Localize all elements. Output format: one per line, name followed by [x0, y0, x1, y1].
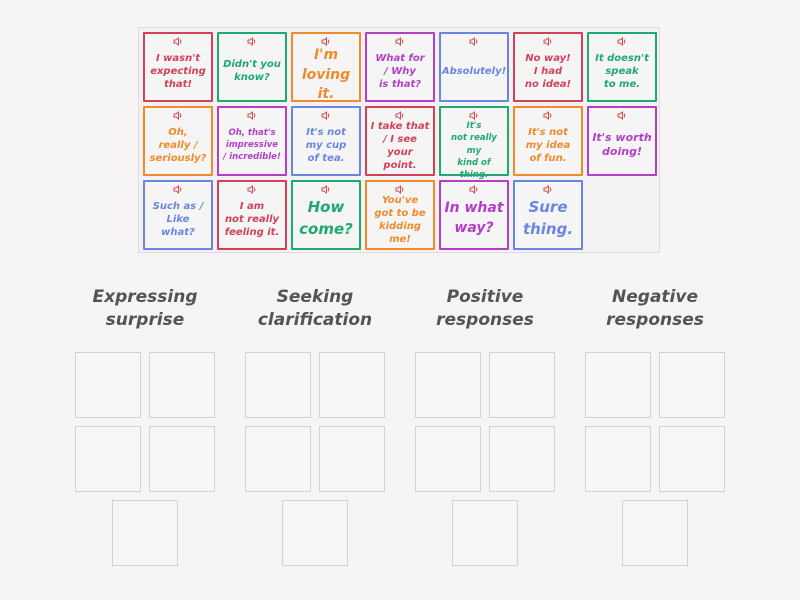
sort-card-13[interactable]: It's not my idea of fun. — [513, 106, 583, 176]
card-text: Didn't you know? — [223, 59, 281, 83]
speaker-icon[interactable] — [173, 111, 183, 120]
sort-card-2[interactable]: Didn't you know? — [217, 32, 287, 102]
speaker-icon[interactable] — [247, 111, 257, 120]
card-text: It's not my idea of fun. — [525, 126, 571, 164]
sort-card-5[interactable]: Absolutely! — [439, 32, 509, 102]
card-text: I wasn't expecting that! — [150, 52, 206, 90]
category-heading: Seeking clarification — [257, 287, 373, 330]
sort-card-3[interactable]: I'm loving it. — [291, 32, 361, 102]
category-heading: Positive responses — [436, 287, 534, 330]
speaker-icon[interactable] — [395, 111, 405, 120]
category-1: Expressing surprise — [60, 286, 230, 332]
drop-slot-1-3[interactable] — [75, 426, 141, 492]
speaker-icon[interactable] — [469, 111, 479, 120]
category-3: Positive responses — [400, 286, 570, 332]
drop-slot-3-5[interactable] — [452, 500, 518, 566]
card-text: How come? — [299, 198, 353, 238]
sort-card-17[interactable]: How come? — [291, 180, 361, 250]
drop-slot-3-3[interactable] — [415, 426, 481, 492]
speaker-icon[interactable] — [321, 37, 331, 46]
drop-slot-1-4[interactable] — [149, 426, 215, 492]
speaker-icon[interactable] — [247, 37, 257, 46]
card-text: It doesn't speak to me. — [595, 52, 649, 90]
drop-slot-2-2[interactable] — [319, 352, 385, 418]
category-2: Seeking clarification — [230, 286, 400, 332]
speaker-icon[interactable] — [173, 37, 183, 46]
sort-card-11[interactable]: I take that / I see your point. — [365, 106, 435, 176]
drop-slot-4-1[interactable] — [585, 352, 651, 418]
speaker-icon[interactable] — [543, 185, 553, 194]
sort-card-15[interactable]: Such as / Like what? — [143, 180, 213, 250]
drop-slot-1-1[interactable] — [75, 352, 141, 418]
sort-card-18[interactable]: You've got to be kidding me! — [365, 180, 435, 250]
speaker-icon[interactable] — [469, 37, 479, 46]
speaker-icon[interactable] — [247, 185, 257, 194]
speaker-icon[interactable] — [321, 111, 331, 120]
speaker-icon[interactable] — [617, 111, 627, 120]
speaker-icon[interactable] — [543, 37, 553, 46]
card-text: No way! I had no idea! — [524, 52, 572, 90]
category-heading: Negative responses — [606, 287, 704, 330]
speaker-icon[interactable] — [321, 185, 331, 194]
drop-slot-4-4[interactable] — [659, 426, 725, 492]
card-text: Such as / Like what? — [152, 200, 204, 238]
card-text: Sure thing. — [522, 198, 574, 238]
sort-card-6[interactable]: No way! I had no idea! — [513, 32, 583, 102]
speaker-icon[interactable] — [395, 185, 405, 194]
sort-card-19[interactable]: In what way? — [439, 180, 509, 250]
card-text: Absolutely! — [441, 65, 507, 77]
sort-card-4[interactable]: What for / Why is that? — [365, 32, 435, 102]
speaker-icon[interactable] — [543, 111, 553, 120]
drop-slot-3-4[interactable] — [489, 426, 555, 492]
drop-slot-2-4[interactable] — [319, 426, 385, 492]
card-text: Oh, that's impressive / incredible! — [223, 127, 281, 163]
drop-slot-2-5[interactable] — [282, 500, 348, 566]
drop-slot-1-5[interactable] — [112, 500, 178, 566]
card-text: In what way? — [444, 200, 504, 236]
speaker-icon[interactable] — [173, 185, 183, 194]
category-heading: Expressing surprise — [92, 287, 198, 330]
sort-card-10[interactable]: It's not my cup of tea. — [291, 106, 361, 176]
card-text: You've got to be kidding me! — [374, 195, 426, 245]
speaker-icon[interactable] — [469, 185, 479, 194]
category-4: Negative responses — [570, 286, 740, 332]
sort-card-8[interactable]: Oh, really / seriously? — [143, 106, 213, 176]
sort-card-7[interactable]: It doesn't speak to me. — [587, 32, 657, 102]
speaker-icon[interactable] — [395, 37, 405, 46]
sort-card-20[interactable]: Sure thing. — [513, 180, 583, 250]
sort-card-12[interactable]: It's not really my kind of thing. — [439, 106, 509, 180]
sort-card-1[interactable]: I wasn't expecting that! — [143, 32, 213, 102]
card-text: It's not my cup of tea. — [305, 126, 347, 164]
drop-slot-3-1[interactable] — [415, 352, 481, 418]
drop-slot-3-2[interactable] — [489, 352, 555, 418]
drop-slot-2-1[interactable] — [245, 352, 311, 418]
card-text: I take that / I see your point. — [370, 121, 430, 171]
drop-slot-4-3[interactable] — [585, 426, 651, 492]
speaker-icon[interactable] — [617, 37, 627, 46]
drop-slot-2-3[interactable] — [245, 426, 311, 492]
drop-slot-4-5[interactable] — [622, 500, 688, 566]
card-text: I am not really feeling it. — [224, 200, 280, 238]
drop-slot-1-2[interactable] — [149, 352, 215, 418]
card-text: It's worth doing! — [592, 130, 652, 158]
card-text: Oh, really / seriously? — [149, 126, 207, 164]
sort-card-9[interactable]: Oh, that's impressive / incredible! — [217, 106, 287, 176]
sort-card-16[interactable]: I am not really feeling it. — [217, 180, 287, 250]
card-text: It's not really my kind of thing. — [451, 121, 497, 181]
drop-slot-4-2[interactable] — [659, 352, 725, 418]
card-text: I'm loving it. — [301, 47, 351, 103]
card-text: What for / Why is that? — [375, 52, 425, 90]
sort-card-14[interactable]: It's worth doing! — [587, 106, 657, 176]
